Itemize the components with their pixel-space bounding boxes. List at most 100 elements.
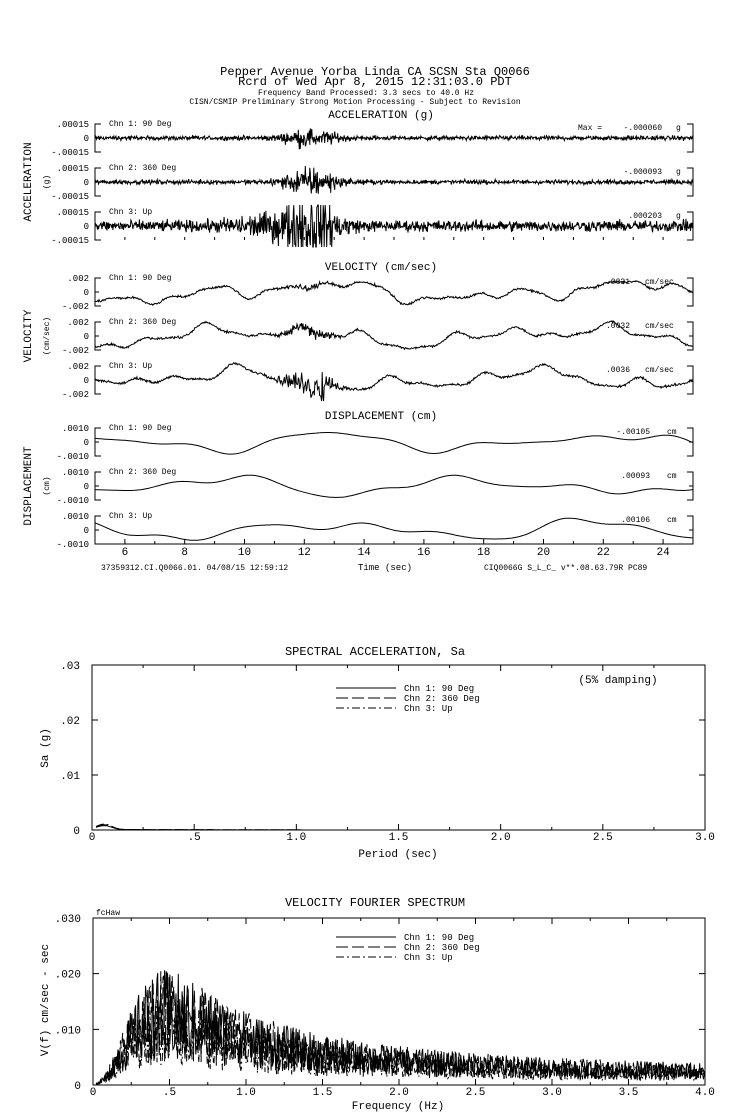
channel-name: Chn 1: 90 Deg: [109, 274, 172, 283]
displacement-axis-label: DISPLACEMENT: [23, 446, 35, 526]
frequency-band: Frequency Band Processed: 3.3 secs to 40…: [258, 89, 474, 98]
ytick-label: .00015: [57, 208, 89, 218]
y-tick-label: 0: [73, 826, 80, 838]
displacement-unit: (cm): [43, 476, 52, 495]
fourier-title: VELOCITY FOURIER SPECTRUM: [285, 896, 465, 910]
peak-value: .000203: [628, 212, 662, 221]
peak-unit: g: [676, 124, 681, 133]
sa-xlabel: Period (sec): [358, 849, 437, 861]
legend-label: Chn 1: 90 Deg: [404, 684, 474, 694]
ytick-label: 0: [84, 332, 89, 342]
ytick-label: -.0010: [57, 540, 89, 550]
spectrum-curve-chn-2: [95, 824, 705, 831]
time-tick-label: 14: [357, 547, 371, 559]
legend-label: Chn 2: 360 Deg: [404, 943, 480, 953]
velocity-channel-1: .002 0 -.002 Chn 1: 90 Deg .0031 cm/sec: [62, 274, 694, 312]
y-tick-label: .030: [55, 914, 81, 926]
station-title: Pepper Avenue Yorba Linda CA SCSN Sta Q0…: [220, 65, 530, 79]
peak-value: .00093: [621, 472, 650, 481]
y-tick-label: .02: [60, 716, 80, 728]
ytick-label: -.002: [62, 302, 89, 312]
channel-name: Chn 3: Up: [109, 208, 152, 217]
displacement-title: DISPLACEMENT (cm): [325, 411, 437, 423]
time-axis-label: Time (sec): [358, 563, 412, 573]
y-tick-label: .01: [60, 771, 80, 783]
sa-plot: 0 .5 1.0 1.5 2.0 2.5 3.0 0 .01 .02 .03 Chn 1: 90 De…: [60, 661, 715, 844]
peak-unit: cm: [667, 472, 677, 481]
x-tick-label: 1.0: [286, 832, 306, 844]
x-tick-label: 0: [90, 1087, 97, 1099]
ytick-label: .0010: [62, 424, 89, 434]
time-tick-label: 18: [477, 547, 490, 559]
channel-name: Chn 3: Up: [109, 362, 152, 371]
acceleration-channel-2: .00015 0 -.00015 Chn 2: 360 Deg -.000093 g: [51, 164, 694, 202]
waveform-trace: [94, 279, 694, 307]
channel-name: Chn 2: 360 Deg: [109, 318, 176, 327]
channel-name: Chn 2: 360 Deg: [109, 164, 176, 173]
ytick-label: -.002: [62, 346, 89, 356]
velocity-channel-2: .002 0 -.002 Chn 2: 360 Deg .0032 cm/sec: [62, 318, 694, 356]
acceleration-channel-1: .00015 0 -.00015 Chn 1: 90 Deg Max = -.000060…: [51, 120, 694, 158]
ytick-label: .0010: [62, 468, 89, 478]
waveform-trace: [94, 517, 694, 541]
waveform-trace: [94, 204, 694, 248]
damping-note: (5% damping): [578, 675, 657, 687]
panel-right-axis: [687, 321, 694, 351]
waveform-trace: [94, 474, 694, 498]
record-id: 37359312.CI.Q0066.01. 04/08/15 12:59:12: [101, 564, 288, 573]
processing-note: CISN/CSMIP Preliminary Strong Motion Pro…: [189, 98, 520, 107]
legend-label: Chn 3: Up: [404, 704, 453, 714]
channel-name: Chn 2: 360 Deg: [109, 468, 176, 477]
ytick-label: .002: [67, 318, 89, 328]
peak-value: -.000060: [624, 124, 663, 133]
time-history-traces: .00015 0 -.00015 Chn 1: 90 Deg Max = -.000060…: [51, 120, 694, 550]
record-time: Rcrd of Wed Apr 8, 2015 12:31:03.0 PDT: [238, 75, 512, 89]
channel-name: Chn 1: 90 Deg: [109, 120, 172, 129]
ytick-label: .0010: [62, 512, 89, 522]
time-axis: 6 8 10 12 14 16 18 20 22 24: [94, 237, 694, 559]
time-tick-label: 10: [238, 547, 251, 559]
waveform-trace: [94, 361, 694, 402]
peak-unit: cm/sec: [645, 322, 674, 331]
fourier-plot: 0 .5 1.0 1.5 2.0 2.5 3.0 3.5 4.0 0 .010 .020 .030 Chn…: [55, 914, 715, 1099]
x-tick-label: 2.0: [491, 832, 511, 844]
ytick-label: 0: [84, 222, 89, 232]
displacement-channel-1: .0010 0 -.0010 Chn 1: 90 Deg -.00105 cm: [57, 424, 694, 462]
ytick-label: 0: [84, 438, 89, 448]
displacement-channel-3: .0010 0 -.0010 Chn 3: Up .00106 cm: [57, 512, 694, 550]
time-tick-label: 22: [597, 547, 610, 559]
ytick-label: 0: [84, 178, 89, 188]
x-tick-label: 2.5: [593, 832, 613, 844]
ytick-label: .002: [67, 362, 89, 372]
peak-value: .0032: [606, 322, 630, 331]
ytick-label: 0: [84, 482, 89, 492]
peak-unit: g: [676, 212, 681, 221]
fourier-ylabel: V(f) cm/sec - sec: [40, 944, 52, 1056]
y-tick-label: .03: [60, 661, 80, 673]
fourier-corner-label: fcHaw: [96, 909, 120, 918]
peak-value: .0036: [606, 366, 630, 375]
sa-ylabel: Sa (g): [40, 728, 52, 768]
ytick-label: -.0010: [57, 496, 89, 506]
time-tick-label: 24: [656, 547, 670, 559]
peak-value: .00106: [621, 516, 650, 525]
ytick-label: .002: [67, 274, 89, 284]
peak-unit: g: [676, 168, 681, 177]
ytick-label: -.00015: [51, 192, 89, 202]
velocity-unit: (cm/sec): [43, 317, 52, 355]
panel-right-axis: [687, 365, 694, 395]
sa-title: SPECTRAL ACCELERATION, Sa: [285, 645, 465, 659]
ytick-label: 0: [84, 288, 89, 298]
velocity-title: VELOCITY (cm/sec): [325, 262, 437, 274]
ytick-label: -.00015: [51, 148, 89, 158]
waveform-trace: [94, 320, 694, 351]
legend-label: Chn 1: 90 Deg: [404, 933, 474, 943]
spectrum-curve-chn-3: [95, 823, 705, 831]
acceleration-channel-3: .00015 0 -.00015 Chn 3: Up .000203 g: [51, 204, 694, 248]
spectrum-curve-chn-3: [95, 998, 706, 1085]
peak-unit: cm: [667, 516, 677, 525]
x-tick-label: 1.5: [389, 832, 409, 844]
y-tick-label: .010: [55, 1025, 81, 1037]
peak-unit: cm/sec: [645, 278, 674, 287]
